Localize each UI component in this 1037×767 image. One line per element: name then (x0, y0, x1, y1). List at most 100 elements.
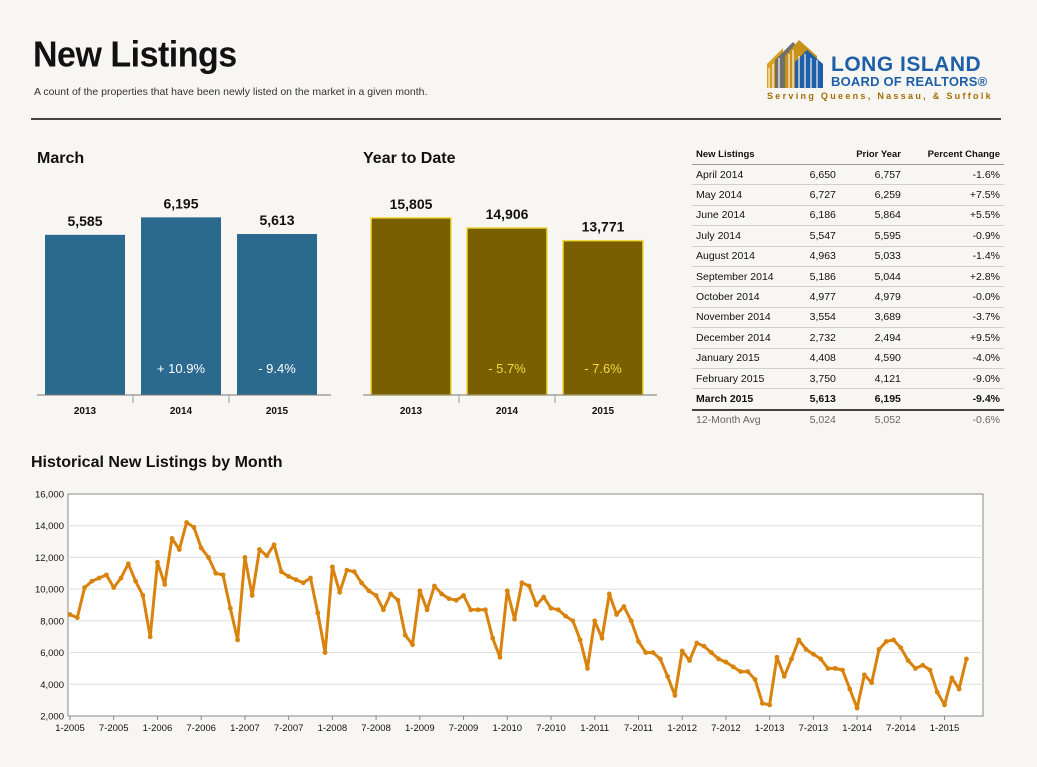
history-data-point (322, 650, 328, 655)
history-data-point (913, 666, 918, 671)
history-data-point (832, 666, 838, 671)
history-data-point (810, 651, 816, 657)
march-value-label: 6,195 (163, 195, 198, 211)
history-data-point (636, 639, 641, 644)
ytd-category-label: 2014 (496, 406, 519, 417)
history-data-point (483, 607, 488, 613)
history-data-point (140, 593, 146, 598)
history-data-point (446, 596, 452, 602)
march-change-label: + 10.9% (157, 361, 206, 376)
history-y-tick-label: 6,000 (40, 648, 64, 659)
history-x-tick-label: 1-2013 (755, 723, 785, 734)
history-data-point (111, 585, 117, 590)
history-data-point (861, 672, 867, 678)
history-data-point (184, 520, 190, 525)
table-row: September 2014 5,186 5,044 +2.8% (692, 266, 1004, 288)
prior-year-cell: 4,121 (839, 368, 905, 390)
history-data-point (606, 591, 612, 597)
history-x-tick-label: 1-2010 (492, 723, 522, 734)
logo-line-2: BOARD OF REALTORS® (831, 74, 988, 89)
history-data-point (577, 637, 583, 643)
history-data-point (402, 632, 408, 638)
history-data-point (621, 604, 627, 609)
percent-change-cell: -1.4% (904, 246, 1004, 267)
history-x-tick-label: 7-2006 (186, 723, 216, 734)
table-row: February 2015 3,750 4,121 -9.0% (692, 368, 1004, 390)
history-x-tick-label: 7-2010 (536, 723, 566, 734)
ytd-value-label: 13,771 (582, 219, 625, 235)
history-y-tick-label: 16,000 (35, 490, 64, 501)
month-cell: October 2014 (692, 286, 798, 308)
history-data-point (176, 547, 182, 552)
header-divider (31, 118, 1001, 120)
value-cell: 3,750 (797, 368, 840, 390)
month-cell: September 2014 (692, 266, 798, 288)
percent-change-cell: -9.4% (904, 388, 1004, 411)
month-cell: August 2014 (692, 246, 798, 267)
prior-year-cell: 6,757 (839, 164, 905, 186)
history-chart-title: Historical New Listings by Month (31, 454, 283, 471)
history-data-point (104, 572, 109, 578)
value-cell: 3,554 (797, 307, 840, 329)
logo-line-1: LONG ISLAND (831, 53, 982, 76)
history-data-point (840, 667, 845, 673)
table-header-row: New Listings Prior Year Percent Change (692, 146, 1004, 165)
history-x-tick-label: 1-2005 (55, 723, 85, 734)
history-data-point (417, 588, 423, 594)
history-data-point (147, 634, 153, 640)
table-row: January 2015 4,408 4,590 -4.0% (692, 348, 1004, 369)
history-x-tick-label: 1-2007 (230, 723, 260, 734)
march-bar-chart: 5,585 2013 6,195 + 10.9% 2014 5,613 - 9.4% 2015 (37, 180, 331, 425)
history-data-point (964, 656, 969, 662)
value-cell: 4,408 (797, 348, 840, 369)
history-data-point (650, 650, 656, 655)
prior-year-cell: 4,979 (839, 286, 905, 308)
month-cell: January 2015 (692, 348, 798, 369)
table-row: March 2015 5,613 6,195 -9.4% (692, 388, 1004, 411)
value-cell: 5,613 (797, 388, 840, 411)
history-x-tick-label: 7-2014 (886, 723, 916, 734)
history-plot-area (67, 493, 984, 717)
ytd-bar-2015 (562, 239, 644, 396)
history-data-point (752, 677, 758, 682)
history-data-point (898, 645, 904, 651)
history-data-point (723, 659, 729, 665)
value-cell: 6,727 (797, 184, 840, 206)
month-cell: April 2014 (692, 164, 798, 186)
history-x-tick-label: 7-2007 (274, 723, 304, 734)
history-data-point (526, 583, 532, 589)
history-data-point (308, 575, 313, 581)
table-row: August 2014 4,963 5,033 -1.4% (692, 246, 1004, 267)
ytd-change-label: - 5.7% (488, 361, 526, 376)
history-line-chart: 2,000 4,000 6,000 8,000 10,000 12,000 14,000 16… (0, 480, 1037, 747)
page-title: New Listings (33, 35, 237, 75)
history-data-point (96, 575, 102, 581)
history-x-tick-label: 1-2009 (405, 723, 435, 734)
average-row: 12-Month Avg 5,024 5,052 -0.6% (692, 410, 1004, 430)
history-data-point (213, 570, 219, 576)
history-data-point (643, 650, 649, 655)
history-data-point (242, 555, 248, 560)
history-data-point (89, 578, 95, 584)
history-series-line (69, 521, 968, 710)
prior-year-cell: 6,195 (839, 388, 905, 411)
history-data-point (439, 591, 445, 597)
percent-change-cell: -0.9% (904, 225, 1004, 247)
history-data-point (774, 654, 780, 660)
col-header-new-listings: New Listings (692, 146, 798, 165)
ytd-value-label: 15,805 (390, 196, 433, 212)
history-data-point (235, 637, 241, 643)
history-x-tick-label: 7-2005 (99, 723, 129, 734)
history-data-point (257, 547, 262, 552)
history-data-point (825, 666, 831, 671)
month-cell: November 2014 (692, 307, 798, 329)
history-data-point (461, 593, 466, 598)
percent-change-cell: +9.5% (904, 327, 1004, 349)
history-data-point (519, 580, 525, 586)
history-data-point (125, 561, 131, 567)
prior-year-cell: 6,259 (839, 184, 905, 206)
history-data-point (796, 637, 802, 643)
history-data-point (818, 656, 824, 662)
history-x-tick-label: 7-2012 (711, 723, 741, 734)
history-x-tick-label: 1-2012 (667, 723, 697, 734)
